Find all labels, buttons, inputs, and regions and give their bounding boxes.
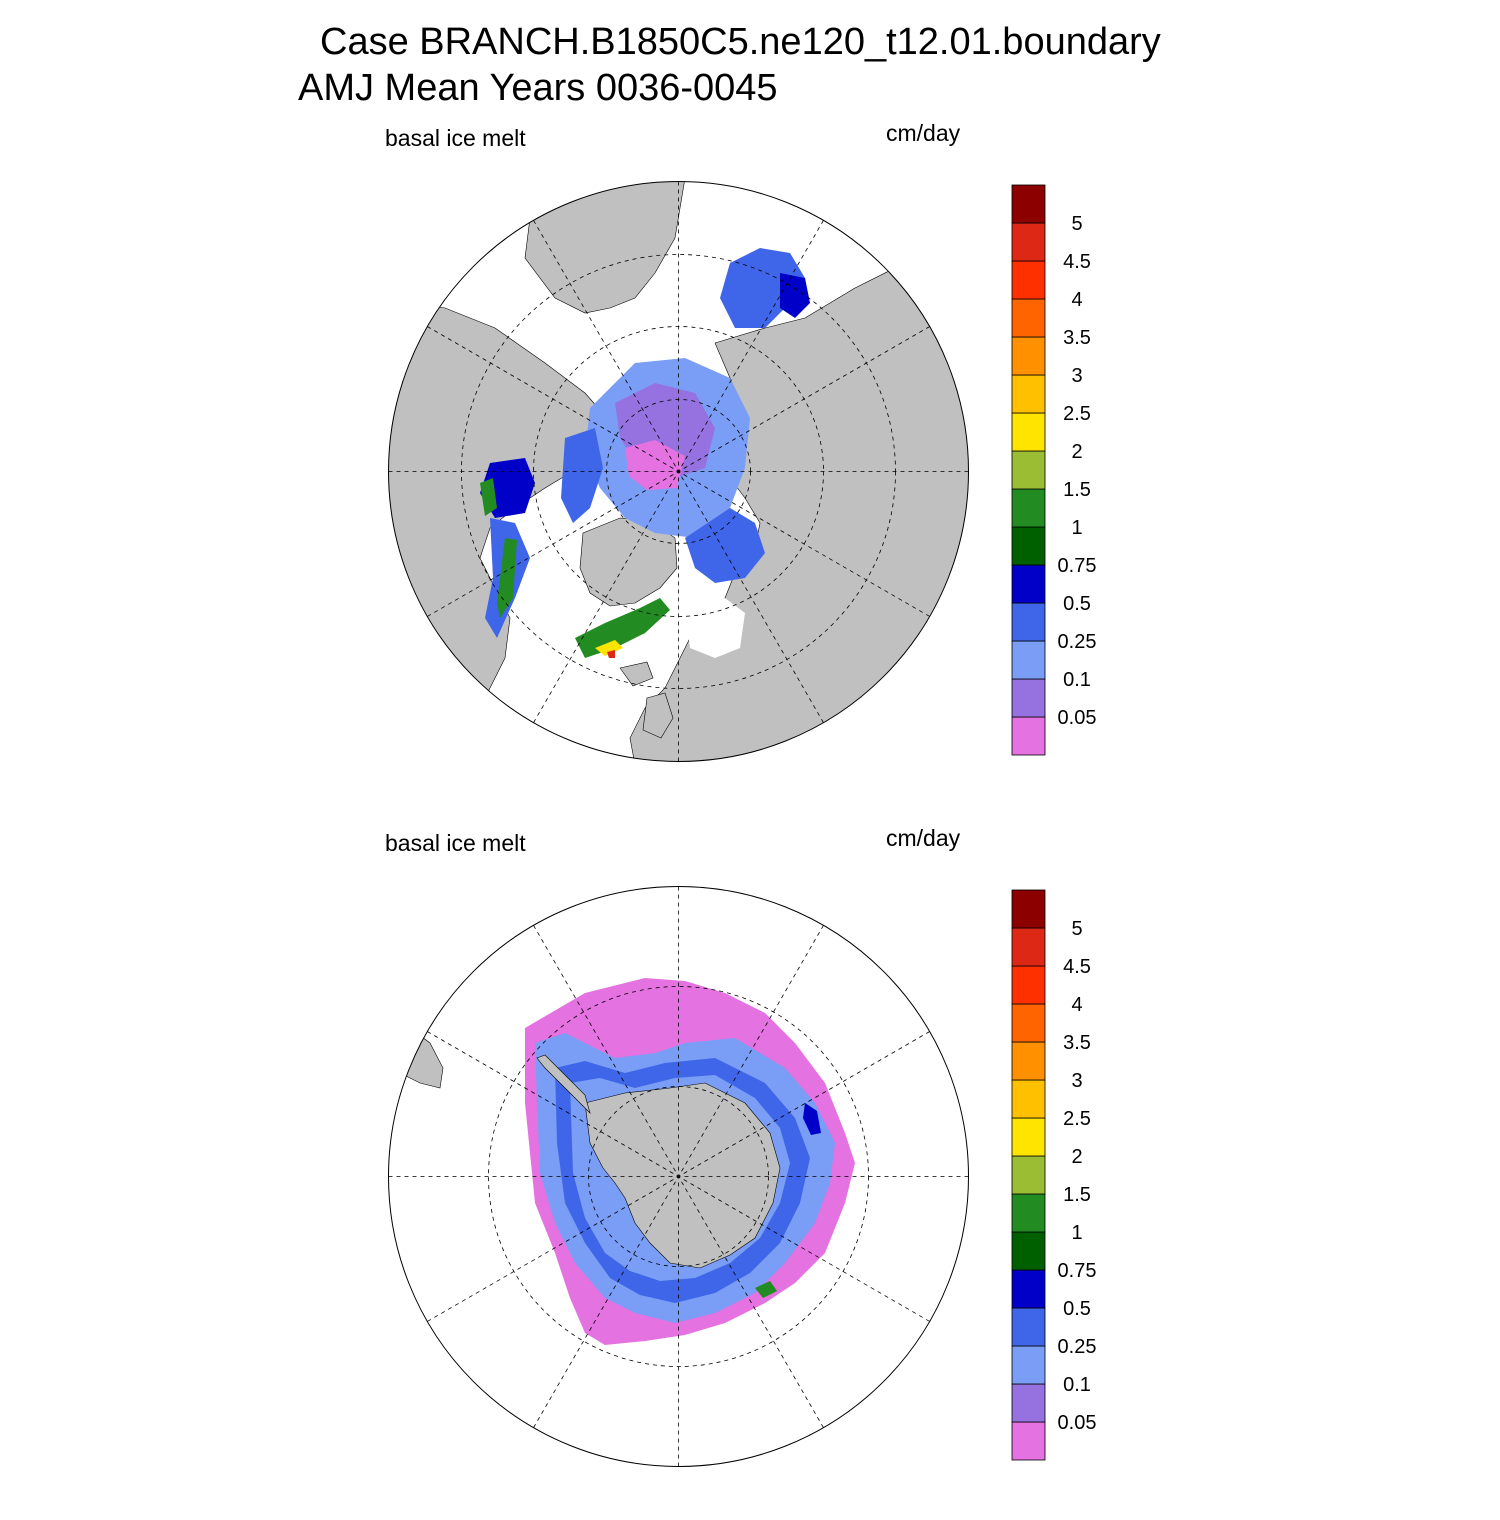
south-polar-panel: basal ice melt cm/day	[0, 815, 1500, 1520]
colorbar-tick-label: 0.75	[1058, 555, 1097, 577]
colorbar: 0.05 0.1 0.25 0.5 0.75 1 1.5 2 2.5 3 3.5 4 4.5 5	[1011, 889, 1097, 1461]
units-label: cm/day	[886, 825, 961, 851]
melt-central-lowest	[625, 440, 685, 490]
colorbar-boxes	[1011, 889, 1046, 1461]
colorbar-tick-label: 0.05	[1058, 1412, 1097, 1434]
colorbar-labels: 0.05 0.1 0.25 0.5 0.75 1 1.5 2 2.5 3 3.5 4 4.5 5	[1058, 213, 1097, 729]
units-label: cm/day	[886, 120, 961, 146]
map-border	[388, 886, 969, 1467]
melt-greenland-sea-hot	[595, 640, 623, 656]
colorbar-tick-label: 3	[1071, 365, 1082, 387]
colorbar: 0.05 0.1 0.25 0.5 0.75 1 1.5 2 2.5 3 3.5 4 4.5 5	[1011, 184, 1097, 756]
colorbar-box	[1011, 1345, 1046, 1385]
map-border	[388, 181, 969, 762]
colorbar-box	[1011, 298, 1046, 338]
south-polar-map	[388, 886, 969, 1467]
colorbar-tick-label: 1	[1071, 517, 1082, 539]
colorbar-box	[1011, 450, 1046, 490]
colorbar-tick-label: 0.5	[1063, 593, 1091, 615]
colorbar-tick-label: 1.5	[1063, 479, 1091, 501]
colorbar-box	[1011, 412, 1046, 452]
land-antarctic-peninsula	[536, 1054, 591, 1115]
colorbar-tick-label: 4	[1071, 994, 1082, 1016]
colorbar-box	[1011, 1269, 1046, 1309]
variable-label: basal ice melt	[385, 125, 526, 151]
melt-barents	[685, 508, 765, 583]
north-polar-panel: basal ice melt cm/day	[0, 110, 1500, 815]
colorbar-box	[1011, 564, 1046, 604]
colorbar-tick-label: 3.5	[1063, 327, 1091, 349]
colorbar-box	[1011, 1155, 1046, 1195]
colorbar-boxes	[1011, 184, 1046, 756]
colorbar-box	[1011, 336, 1046, 376]
colorbar-tick-label: 0.75	[1058, 1260, 1097, 1282]
colorbar-tick-label: 3	[1071, 1070, 1082, 1092]
colorbar-tick-label: 0.1	[1063, 669, 1091, 691]
melt-hudson-edge	[480, 478, 497, 516]
colorbar-box	[1011, 488, 1046, 528]
colorbar-tick-label: 0.1	[1063, 1374, 1091, 1396]
melt-greenland-sea	[575, 598, 670, 658]
colorbar-box	[1011, 1079, 1046, 1119]
melt-south-hotspot	[755, 1281, 777, 1298]
colorbar-box	[1011, 1307, 1046, 1347]
colorbar-box	[1011, 222, 1046, 262]
colorbar-box	[1011, 965, 1046, 1005]
melt-east-hotspot	[803, 1103, 821, 1135]
colorbar-box	[1011, 374, 1046, 414]
variable-label: basal ice melt	[385, 830, 526, 856]
colorbar-tick-label: 0.25	[1058, 1336, 1097, 1358]
colorbar-tick-label: 2.5	[1063, 403, 1091, 425]
colorbar-box	[1011, 1193, 1046, 1233]
colorbar-box	[1011, 260, 1046, 300]
colorbar-tick-label: 1	[1071, 1222, 1082, 1244]
colorbar-box	[1011, 1117, 1046, 1157]
graticule	[388, 886, 969, 1467]
colorbar-tick-label: 0.25	[1058, 631, 1097, 653]
land-alaska	[524, 181, 686, 314]
land-scandinavia-gap	[685, 598, 745, 658]
colorbar-box	[1011, 716, 1046, 756]
colorbar-tick-label: 5	[1071, 918, 1082, 940]
colorbar-box	[1011, 526, 1046, 566]
colorbar-tick-label: 0.5	[1063, 1298, 1091, 1320]
colorbar-tick-label: 0.05	[1058, 707, 1097, 729]
colorbar-tick-label: 5	[1071, 213, 1082, 235]
colorbar-box	[1011, 1383, 1046, 1423]
melt-greenland-sea-max	[607, 650, 615, 658]
melt-baffin	[561, 428, 603, 523]
colorbar-box	[1011, 640, 1046, 680]
colorbar-box	[1011, 1421, 1046, 1461]
colorbar-tick-label: 4.5	[1063, 956, 1091, 978]
figure-title: Case BRANCH.B1850C5.ne120_t12.01.boundar…	[320, 21, 1161, 63]
colorbar-tick-label: 4.5	[1063, 251, 1091, 273]
colorbar-tick-label: 3.5	[1063, 1032, 1091, 1054]
colorbar-labels: 0.05 0.1 0.25 0.5 0.75 1 1.5 2 2.5 3 3.5 4 4.5 5	[1058, 918, 1097, 1434]
graticule	[388, 181, 969, 762]
colorbar-box	[1011, 678, 1046, 718]
colorbar-tick-label: 1.5	[1063, 1184, 1091, 1206]
colorbar-box	[1011, 1041, 1046, 1081]
colorbar-tick-label: 2.5	[1063, 1108, 1091, 1130]
north-polar-map	[388, 181, 969, 762]
land-antarctica	[584, 1082, 781, 1269]
figure-subtitle: AMJ Mean Years 0036-0045	[298, 67, 778, 109]
colorbar-box	[1011, 889, 1046, 929]
colorbar-box	[1011, 927, 1046, 967]
colorbar-box	[1011, 1003, 1046, 1043]
colorbar-tick-label: 2	[1071, 1146, 1082, 1168]
colorbar-box	[1011, 1231, 1046, 1271]
colorbar-tick-label: 2	[1071, 441, 1082, 463]
land-iceland	[619, 661, 654, 687]
colorbar-box	[1011, 184, 1046, 224]
land-uk	[642, 692, 674, 739]
colorbar-tick-label: 4	[1071, 289, 1082, 311]
colorbar-box	[1011, 602, 1046, 642]
